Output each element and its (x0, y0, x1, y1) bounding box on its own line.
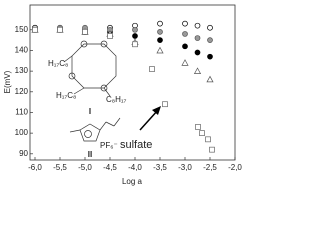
annotation: sulfate (120, 139, 152, 151)
plot-frame (29, 4, 236, 161)
point (194, 22, 201, 29)
x-axis-label: Log a (122, 177, 143, 186)
arrow (139, 109, 159, 131)
y-tick-label: 120 (15, 87, 29, 96)
substituent-label: C₈H₁₇ (106, 95, 127, 104)
x-tick-label: -3,5 (153, 163, 167, 172)
point (207, 37, 213, 43)
y-tick-label: 130 (15, 66, 29, 75)
x-tick-label: -2,5 (203, 163, 217, 172)
point (107, 33, 113, 39)
point (157, 20, 163, 27)
point (181, 59, 189, 66)
point (205, 136, 211, 143)
x-tick-label: -5,0 (78, 163, 92, 172)
point (149, 66, 155, 72)
compound-label: I (89, 107, 91, 116)
point (162, 101, 168, 108)
x-tick-label: -3,0 (178, 163, 192, 172)
point (182, 43, 188, 50)
point (132, 33, 138, 39)
y-axis-label: E(mV) (3, 70, 12, 93)
y-tick-label: 90 (19, 149, 28, 158)
arrow-head (152, 106, 161, 115)
x-tick-label: -5,5 (53, 163, 67, 172)
chart: E(mV) Log a H₁₇C₈ H₁₇C₈ C₈H₁₇ I PF₆⁻ II … (3, 4, 242, 186)
point (156, 46, 164, 54)
y-tick-label: 100 (15, 128, 29, 137)
y-tick-label: 110 (15, 108, 28, 117)
point (157, 29, 163, 35)
point (57, 26, 63, 33)
point (82, 29, 88, 35)
point (182, 20, 188, 27)
point (206, 75, 214, 83)
substituent-label: H₁₇C₈ (48, 59, 68, 68)
point (194, 49, 201, 56)
x-tick-label: -2,0 (228, 163, 242, 172)
point (193, 67, 202, 74)
point (195, 124, 201, 130)
x-tick-label: -4,0 (128, 163, 142, 172)
point (207, 53, 213, 60)
x-tick-label: -6,0 (28, 163, 42, 172)
point (132, 26, 138, 33)
x-tick-label: -4,5 (103, 163, 117, 172)
point (209, 146, 215, 153)
point (182, 31, 188, 37)
y-tick-label: 150 (15, 25, 29, 34)
point (132, 41, 138, 48)
point (32, 26, 38, 33)
substituent-label: H₁₇C₈ (56, 91, 76, 100)
point (157, 37, 163, 43)
point (207, 24, 213, 31)
anion-label: PF₆⁻ (100, 141, 118, 150)
point (199, 130, 205, 136)
compound-label: II (88, 150, 92, 159)
structure-i (63, 40, 117, 97)
y-tick-label: 140 (15, 46, 29, 55)
structure-ii (69, 117, 121, 142)
point (194, 35, 201, 41)
